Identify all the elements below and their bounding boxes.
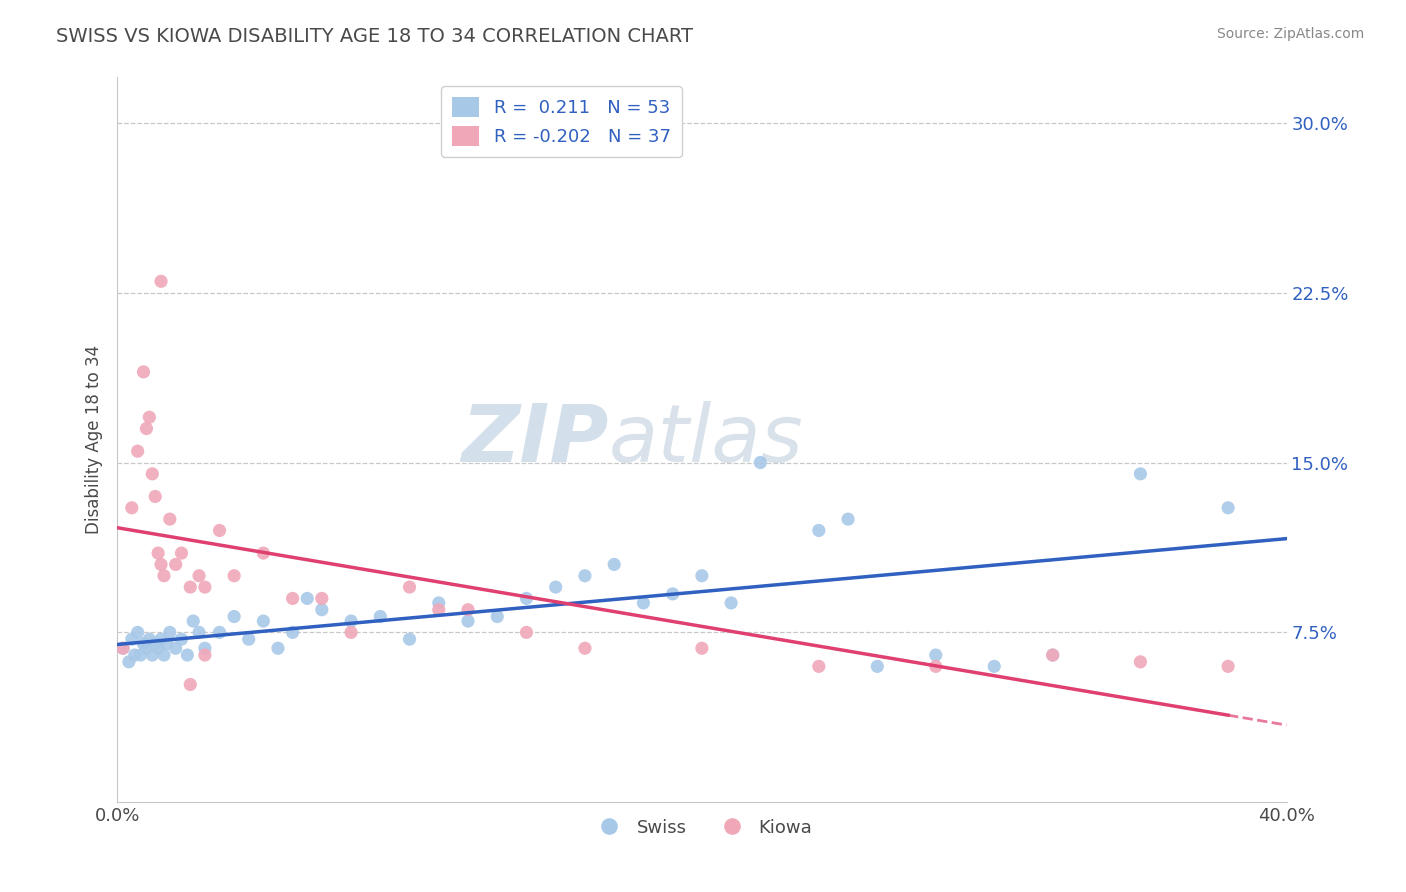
Point: [340, 625, 363, 640]
Point: [1042, 648, 1064, 662]
Point: [297, 591, 319, 606]
Point: [574, 641, 596, 656]
Point: [427, 603, 450, 617]
Point: [486, 609, 509, 624]
Text: ZIP: ZIP: [461, 401, 609, 479]
Point: [194, 641, 217, 656]
Point: [179, 580, 201, 594]
Point: [340, 614, 363, 628]
Point: [398, 632, 420, 647]
Point: [224, 568, 246, 582]
Point: [118, 655, 141, 669]
Point: [983, 659, 1005, 673]
Point: [170, 632, 193, 647]
Point: [135, 641, 157, 656]
Point: [311, 603, 333, 617]
Point: [208, 625, 231, 640]
Point: [132, 365, 155, 379]
Point: [1129, 655, 1152, 669]
Point: [807, 659, 830, 673]
Point: [135, 421, 157, 435]
Point: [1129, 467, 1152, 481]
Y-axis label: Disability Age 18 to 34: Disability Age 18 to 34: [86, 345, 103, 534]
Point: [150, 632, 173, 647]
Point: [252, 546, 274, 560]
Point: [188, 625, 211, 640]
Point: [311, 591, 333, 606]
Point: [141, 467, 163, 481]
Point: [138, 410, 160, 425]
Point: [690, 568, 713, 582]
Text: Source: ZipAtlas.com: Source: ZipAtlas.com: [1216, 27, 1364, 41]
Point: [1216, 659, 1239, 673]
Point: [457, 603, 479, 617]
Point: [127, 444, 149, 458]
Point: [143, 490, 166, 504]
Point: [146, 546, 169, 560]
Point: [690, 641, 713, 656]
Point: [188, 568, 211, 582]
Point: [141, 648, 163, 662]
Text: SWISS VS KIOWA DISABILITY AGE 18 TO 34 CORRELATION CHART: SWISS VS KIOWA DISABILITY AGE 18 TO 34 C…: [56, 27, 693, 45]
Point: [720, 596, 742, 610]
Text: atlas: atlas: [609, 401, 803, 479]
Point: [837, 512, 859, 526]
Point: [194, 580, 217, 594]
Point: [544, 580, 567, 594]
Point: [866, 659, 889, 673]
Point: [515, 625, 537, 640]
Point: [179, 677, 201, 691]
Point: [925, 648, 948, 662]
Point: [238, 632, 260, 647]
Point: [1216, 500, 1239, 515]
Point: [143, 637, 166, 651]
Point: [150, 558, 173, 572]
Point: [159, 512, 181, 526]
Point: [129, 648, 152, 662]
Point: [807, 524, 830, 538]
Point: [165, 558, 187, 572]
Point: [127, 625, 149, 640]
Point: [153, 568, 176, 582]
Point: [1042, 648, 1064, 662]
Point: [574, 568, 596, 582]
Point: [603, 558, 626, 572]
Point: [132, 637, 155, 651]
Point: [124, 648, 146, 662]
Point: [427, 596, 450, 610]
Point: [267, 641, 290, 656]
Point: [633, 596, 655, 610]
Point: [368, 609, 391, 624]
Point: [153, 648, 176, 662]
Point: [138, 632, 160, 647]
Point: [224, 609, 246, 624]
Point: [181, 614, 204, 628]
Point: [121, 500, 143, 515]
Point: [112, 641, 135, 656]
Point: [252, 614, 274, 628]
Point: [159, 625, 181, 640]
Point: [156, 637, 179, 651]
Point: [170, 546, 193, 560]
Point: [165, 641, 187, 656]
Point: [194, 648, 217, 662]
Point: [661, 587, 683, 601]
Point: [146, 641, 169, 656]
Point: [121, 632, 143, 647]
Legend: Swiss, Kiowa: Swiss, Kiowa: [583, 812, 820, 844]
Point: [281, 625, 304, 640]
Point: [398, 580, 420, 594]
Point: [176, 648, 198, 662]
Point: [150, 274, 173, 288]
Point: [281, 591, 304, 606]
Point: [112, 641, 135, 656]
Point: [925, 659, 948, 673]
Point: [749, 456, 772, 470]
Point: [515, 591, 537, 606]
Point: [208, 524, 231, 538]
Point: [457, 614, 479, 628]
